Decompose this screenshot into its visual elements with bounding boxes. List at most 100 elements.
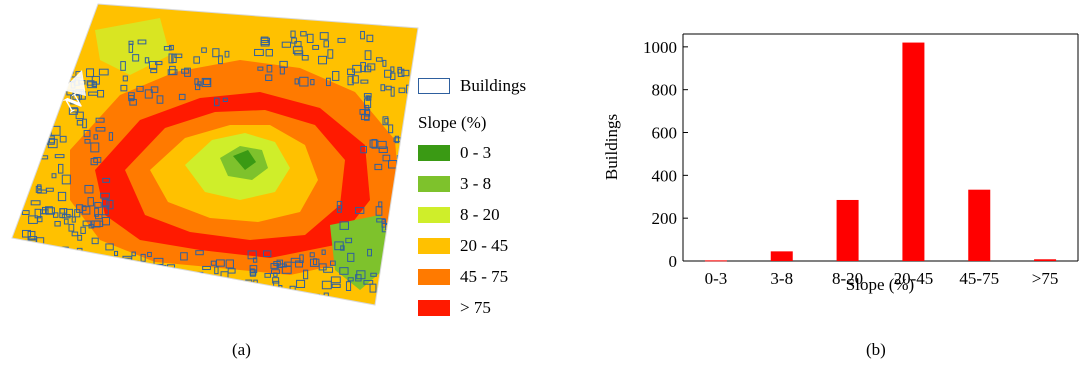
building-footprint xyxy=(296,279,306,288)
building-footprint xyxy=(53,59,60,67)
building-footprint xyxy=(369,139,379,148)
building-footprint xyxy=(54,154,65,159)
building-footprint xyxy=(202,265,211,271)
building-footprint xyxy=(64,63,71,69)
building-footprint xyxy=(91,81,97,87)
building-footprint xyxy=(392,220,400,226)
x-tick-label: >75 xyxy=(1032,269,1059,288)
building-footprint xyxy=(94,202,102,208)
building-footprint xyxy=(58,163,64,174)
building-footprint xyxy=(87,197,94,207)
building-footprint xyxy=(214,266,219,275)
building-footprint xyxy=(178,93,186,101)
building-footprint xyxy=(352,64,362,73)
building-footprint xyxy=(181,68,190,74)
building-footprint xyxy=(216,259,225,267)
building-footprint xyxy=(323,40,329,48)
building-footprint xyxy=(38,139,45,144)
building-footprint xyxy=(202,286,210,295)
building-footprint xyxy=(395,213,405,219)
building-footprint xyxy=(128,95,135,102)
building-footprint xyxy=(42,63,53,70)
building-footprint xyxy=(218,55,223,65)
building-footprint xyxy=(291,37,297,44)
building-footprint xyxy=(364,104,370,111)
building-footprint xyxy=(364,65,372,73)
building-footprint xyxy=(382,59,387,67)
building-footprint xyxy=(254,48,264,57)
y-tick-label: 800 xyxy=(652,81,678,100)
building-footprint xyxy=(101,216,111,226)
building-footprint xyxy=(180,252,188,261)
building-footprint xyxy=(95,214,103,220)
building-footprint xyxy=(140,272,149,278)
building-footprint xyxy=(42,77,52,87)
building-footprint xyxy=(318,263,327,271)
building-footprint xyxy=(301,54,309,61)
building-footprint xyxy=(62,60,70,68)
building-footprint xyxy=(339,221,349,230)
building-footprint xyxy=(336,200,343,210)
building-footprint xyxy=(146,280,151,290)
buildings-swatch xyxy=(418,78,450,94)
building-footprint xyxy=(174,53,183,59)
building-footprint xyxy=(266,64,273,73)
building-footprint xyxy=(183,279,194,288)
bar xyxy=(770,251,793,261)
building-footprint xyxy=(28,245,36,250)
y-tick-label: 400 xyxy=(652,166,678,185)
building-footprint xyxy=(360,79,369,84)
building-footprint xyxy=(366,34,374,43)
building-footprint xyxy=(184,67,191,77)
building-footprint xyxy=(204,286,209,292)
building-footprint xyxy=(383,256,388,265)
y-tick-label: 0 xyxy=(669,252,678,271)
building-footprint xyxy=(201,47,207,53)
building-footprint xyxy=(21,210,30,215)
x-ticks: 0-3 3-8 8-20 20-45 45-75 >75 xyxy=(705,269,1059,288)
building-footprint xyxy=(276,259,284,268)
building-footprint xyxy=(195,250,204,256)
x-axis-label: Slope (%) xyxy=(846,275,914,294)
building-footprint xyxy=(334,241,344,251)
building-footprint xyxy=(394,268,405,274)
building-footprint xyxy=(213,97,220,107)
building-footprint xyxy=(101,205,109,216)
building-footprint xyxy=(265,49,273,57)
building-footprint xyxy=(30,200,41,206)
building-footprint xyxy=(222,97,228,102)
map-zone-3-8-east xyxy=(330,215,395,290)
building-footprint xyxy=(86,68,95,78)
building-footprint xyxy=(197,288,206,299)
building-footprint xyxy=(57,191,67,202)
building-footprint xyxy=(84,138,91,144)
building-footprint xyxy=(71,231,79,237)
building-footprint xyxy=(227,268,236,274)
x-tick-label: 45-75 xyxy=(959,269,999,288)
building-footprint xyxy=(306,33,314,43)
building-footprint xyxy=(169,65,176,75)
building-footprint xyxy=(347,252,355,262)
building-footprint xyxy=(270,263,279,269)
building-footprint xyxy=(77,234,83,241)
building-footprint xyxy=(299,254,304,264)
building-footprint xyxy=(281,41,292,48)
building-footprint xyxy=(244,289,254,294)
building-footprint xyxy=(91,237,99,245)
building-footprint xyxy=(35,185,42,193)
building-footprint xyxy=(63,218,69,225)
building-footprint xyxy=(86,80,95,86)
y-axis-label: Buildings xyxy=(602,114,621,180)
building-footprint xyxy=(382,262,388,271)
building-footprint xyxy=(194,286,203,292)
building-footprint xyxy=(388,124,394,134)
building-footprint xyxy=(329,260,336,266)
building-footprint xyxy=(132,54,140,62)
x-tick-label: 0-3 xyxy=(705,269,728,288)
building-footprint xyxy=(390,86,395,97)
building-footprint xyxy=(272,277,280,284)
building-footprint xyxy=(393,285,403,295)
building-footprint xyxy=(45,187,54,192)
legend-swatch-2 xyxy=(418,207,450,223)
building-footprint xyxy=(147,251,152,258)
